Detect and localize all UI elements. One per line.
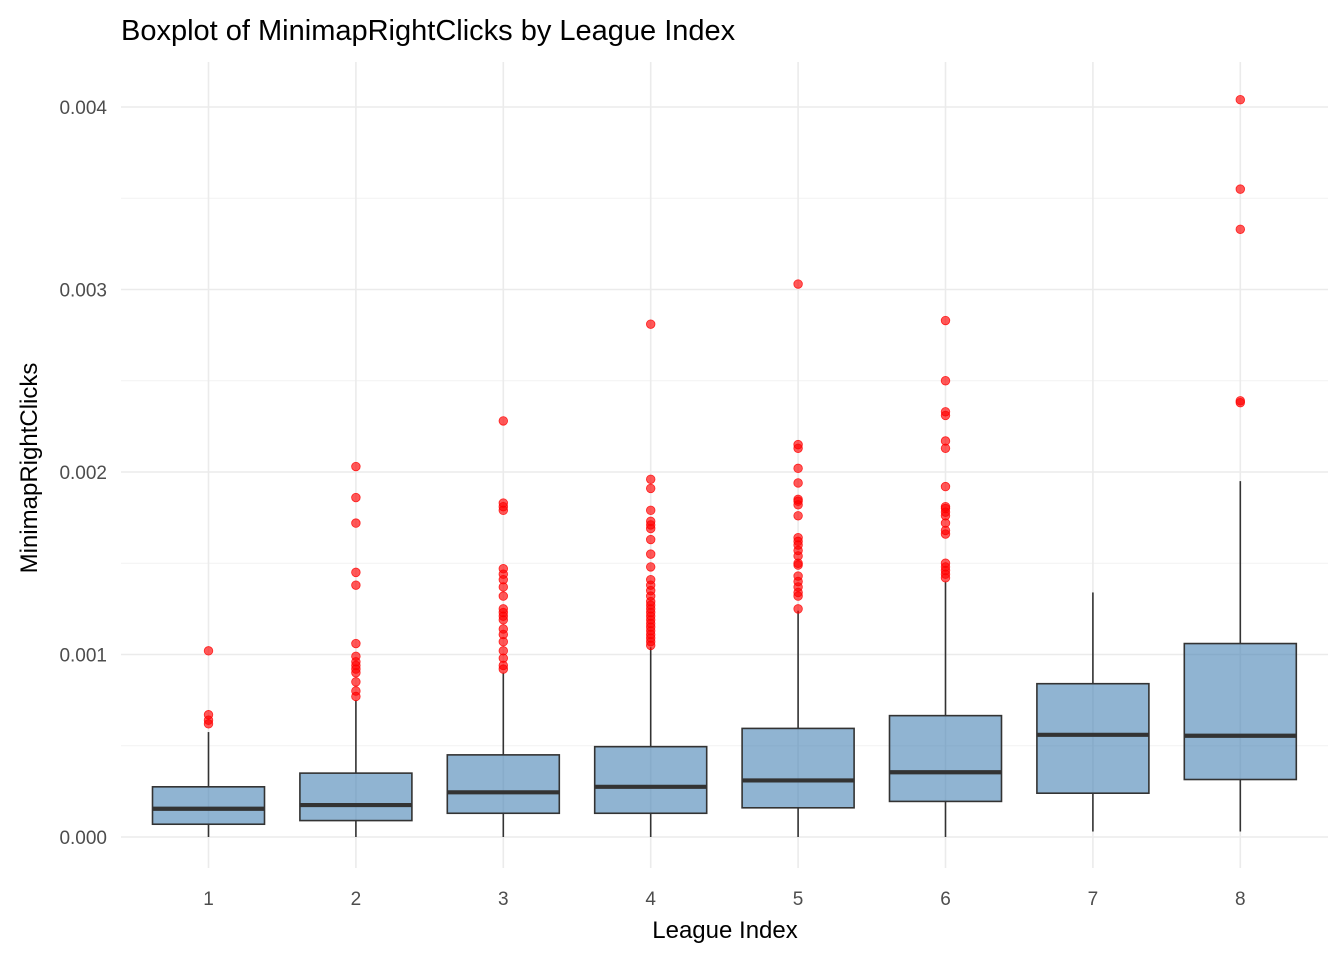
outlier-point: [940, 529, 951, 539]
box-1: [151, 732, 266, 837]
outlier-point: [793, 604, 803, 614]
x-tick-label: 3: [498, 889, 509, 910]
x-tick-label: 7: [1088, 889, 1099, 910]
outlier-point: [351, 567, 361, 578]
outlier-point: [498, 505, 509, 516]
outlier-point: [498, 591, 509, 601]
outlier-point: [1235, 224, 1246, 234]
y-tick-label: 0.002: [59, 463, 107, 484]
outlier-point: [646, 319, 656, 329]
outlier-point: [793, 560, 803, 570]
box-iqr: [446, 754, 561, 815]
outlier-point: [203, 646, 214, 656]
outlier-point: [793, 279, 803, 289]
y-tick-label: 0.001: [59, 646, 107, 667]
outlier-point: [793, 463, 803, 474]
outlier-point: [793, 591, 803, 601]
outlier-point: [498, 664, 509, 674]
box-3: [446, 672, 561, 837]
outlier-point: [351, 518, 361, 528]
outlier-point: [1235, 397, 1246, 408]
outlier-point: [793, 443, 803, 453]
box-5: [741, 610, 855, 837]
outlier-point: [793, 500, 803, 510]
box-6: [888, 581, 1003, 837]
box-iqr: [1183, 642, 1298, 781]
outlier-point: [351, 677, 361, 687]
x-tick-label: 5: [793, 889, 804, 910]
box-iqr: [151, 786, 266, 826]
outlier-point: [940, 376, 951, 386]
box-iqr: [888, 714, 1003, 803]
outlier-point: [498, 637, 509, 647]
outlier-point: [940, 481, 951, 492]
outlier-point: [646, 523, 656, 534]
outlier-point: [940, 410, 951, 421]
box-iqr: [299, 772, 413, 822]
y-tick-label: 0.000: [59, 828, 107, 849]
outlier-point: [793, 478, 803, 488]
y-axis-tick-labels: 0.000 0.001 0.002 0.003 0.004: [59, 98, 107, 849]
outlier-point: [351, 461, 361, 472]
x-tick-label: 6: [940, 889, 951, 910]
box-iqr: [593, 745, 708, 815]
y-tick-label: 0.003: [59, 281, 107, 302]
box-4: [593, 647, 708, 837]
outlier-point: [646, 534, 656, 545]
outlier-point: [646, 474, 656, 485]
box-8: [1183, 481, 1298, 832]
outlier-point: [646, 562, 656, 572]
outlier-point: [646, 483, 656, 494]
y-tick-label: 0.004: [59, 98, 107, 119]
outlier-point: [646, 549, 656, 559]
outlier-point: [940, 315, 951, 326]
outlier-point: [940, 443, 951, 453]
outlier-point: [498, 582, 509, 592]
outlier-point: [203, 719, 214, 729]
box-7: [1036, 592, 1150, 832]
outlier-point: [351, 668, 361, 678]
box-iqr: [1036, 682, 1150, 795]
chart-title: Boxplot of MinimapRightClicks by League …: [121, 15, 736, 47]
outlier-point: [498, 615, 509, 625]
x-axis-title: League Index: [652, 917, 797, 944]
outlier-point: [793, 511, 803, 521]
outlier-point: [351, 691, 361, 702]
outlier-points: [203, 94, 1246, 729]
outlier-point: [351, 638, 361, 649]
x-axis-tick-labels: 1 2 3 4 5 6 7 8: [203, 889, 1245, 910]
outlier-point: [1235, 94, 1246, 105]
y-axis-title: MinimapRightClicks: [16, 363, 43, 574]
outlier-point: [1235, 184, 1246, 194]
outlier-point: [646, 640, 656, 651]
x-tick-label: 1: [203, 889, 214, 910]
outlier-point: [351, 580, 361, 590]
x-tick-label: 4: [645, 889, 656, 910]
x-tick-label: 2: [351, 889, 362, 910]
box-iqr: [741, 727, 855, 809]
boxplot-series: [151, 481, 1298, 837]
x-tick-label: 8: [1235, 889, 1246, 910]
outlier-point: [940, 573, 951, 583]
outlier-point: [351, 492, 361, 503]
outlier-point: [498, 416, 509, 426]
box-2: [299, 700, 413, 837]
outlier-point: [646, 505, 656, 516]
